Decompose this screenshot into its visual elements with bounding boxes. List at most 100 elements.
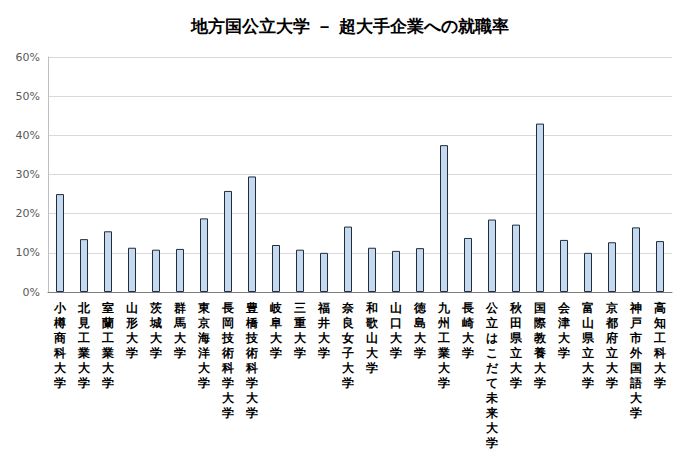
- svg-text:城: 城: [149, 316, 162, 330]
- svg-text:立: 立: [485, 316, 498, 330]
- svg-text:長: 長: [221, 301, 234, 315]
- svg-text:工: 工: [653, 331, 666, 345]
- svg-text:術: 術: [221, 346, 234, 360]
- svg-text:教: 教: [533, 331, 547, 345]
- svg-text:工: 工: [437, 331, 450, 345]
- svg-text:口: 口: [390, 316, 402, 330]
- svg-text:科: 科: [653, 346, 666, 360]
- svg-text:学: 学: [126, 346, 138, 360]
- svg-text:学: 学: [438, 376, 450, 390]
- svg-text:学: 学: [222, 376, 234, 390]
- svg-text:知: 知: [653, 316, 666, 330]
- svg-text:田: 田: [510, 316, 522, 330]
- svg-text:学: 学: [390, 346, 402, 360]
- svg-text:学: 学: [150, 346, 162, 360]
- svg-text:大: 大: [102, 361, 115, 375]
- svg-text:立: 立: [581, 346, 594, 360]
- svg-text:津: 津: [557, 316, 570, 330]
- svg-text:学: 学: [270, 346, 282, 360]
- svg-text:大: 大: [270, 331, 283, 345]
- svg-text:40%: 40%: [16, 129, 40, 142]
- svg-text:学: 学: [246, 406, 258, 420]
- svg-text:福: 福: [317, 301, 330, 315]
- svg-text:三: 三: [294, 301, 306, 315]
- svg-text:阜: 阜: [269, 316, 282, 330]
- svg-text:0%: 0%: [23, 286, 40, 299]
- svg-text:馬: 馬: [173, 316, 186, 330]
- svg-text:学: 学: [486, 436, 498, 450]
- svg-text:学: 学: [558, 346, 570, 360]
- svg-text:は: は: [486, 331, 498, 345]
- svg-text:立: 立: [509, 346, 522, 360]
- svg-text:工: 工: [101, 331, 114, 345]
- svg-text:大: 大: [510, 361, 523, 375]
- svg-text:大: 大: [342, 361, 355, 375]
- svg-text:歌: 歌: [365, 316, 379, 330]
- svg-text:大: 大: [438, 361, 451, 375]
- svg-text:大: 大: [150, 331, 163, 345]
- svg-text:蘭: 蘭: [101, 316, 114, 330]
- svg-text:業: 業: [437, 346, 450, 360]
- svg-text:学: 学: [102, 376, 114, 390]
- svg-text:高: 高: [654, 301, 666, 315]
- svg-text:養: 養: [533, 346, 547, 360]
- svg-text:大: 大: [630, 391, 643, 405]
- svg-text:会: 会: [557, 301, 571, 315]
- svg-text:技: 技: [221, 331, 235, 345]
- svg-text:学: 学: [54, 376, 66, 390]
- svg-text:海: 海: [197, 331, 210, 345]
- svg-text:大: 大: [318, 331, 331, 345]
- svg-text:60%: 60%: [16, 51, 40, 64]
- svg-text:未: 未: [485, 391, 499, 405]
- svg-text:大: 大: [534, 361, 547, 375]
- svg-text:10%: 10%: [16, 246, 40, 259]
- svg-text:術: 術: [245, 346, 258, 360]
- svg-text:こ: こ: [486, 346, 498, 360]
- svg-text:国: 国: [630, 361, 642, 375]
- svg-text:外: 外: [629, 346, 643, 360]
- svg-text:京: 京: [197, 316, 210, 330]
- svg-text:北: 北: [77, 301, 91, 315]
- svg-text:学: 学: [222, 406, 234, 420]
- svg-text:大: 大: [294, 331, 307, 345]
- svg-text:大: 大: [174, 331, 187, 345]
- svg-text:奈: 奈: [341, 301, 355, 315]
- svg-text:学: 学: [630, 406, 642, 420]
- svg-text:府: 府: [605, 331, 618, 345]
- svg-text:神: 神: [629, 301, 642, 315]
- svg-text:山: 山: [126, 301, 138, 315]
- svg-text:東: 東: [197, 301, 211, 315]
- svg-text:島: 島: [414, 316, 426, 330]
- svg-text:重: 重: [293, 316, 306, 330]
- svg-text:小: 小: [53, 301, 67, 315]
- svg-text:工: 工: [77, 331, 90, 345]
- svg-text:秋: 秋: [509, 301, 523, 315]
- svg-text:崎: 崎: [462, 316, 474, 330]
- svg-text:学: 学: [414, 346, 426, 360]
- svg-text:九: 九: [437, 301, 451, 315]
- svg-text:地方国公立大学 － 超大手企業への就職率: 地方国公立大学 － 超大手企業への就職率: [190, 16, 509, 36]
- svg-text:山: 山: [582, 316, 594, 330]
- svg-text:学: 学: [174, 346, 186, 360]
- svg-text:国: 国: [534, 301, 546, 315]
- svg-text:て: て: [486, 376, 498, 390]
- svg-text:大: 大: [414, 331, 427, 345]
- svg-text:だ: だ: [486, 361, 499, 375]
- svg-text:業: 業: [101, 346, 114, 360]
- svg-text:市: 市: [629, 331, 642, 345]
- svg-text:50%: 50%: [16, 90, 40, 103]
- svg-text:井: 井: [317, 316, 330, 330]
- svg-text:豊: 豊: [245, 301, 258, 315]
- svg-text:山: 山: [366, 331, 378, 345]
- svg-text:大: 大: [462, 331, 475, 345]
- svg-text:科: 科: [53, 346, 66, 360]
- svg-text:岐: 岐: [270, 301, 283, 315]
- svg-text:大: 大: [222, 391, 235, 405]
- svg-text:室: 室: [102, 301, 114, 315]
- svg-text:大: 大: [126, 331, 139, 345]
- svg-text:商: 商: [53, 331, 66, 345]
- svg-text:学: 学: [534, 376, 546, 390]
- svg-text:立: 立: [605, 346, 618, 360]
- svg-text:30%: 30%: [16, 168, 40, 181]
- svg-text:良: 良: [342, 316, 354, 330]
